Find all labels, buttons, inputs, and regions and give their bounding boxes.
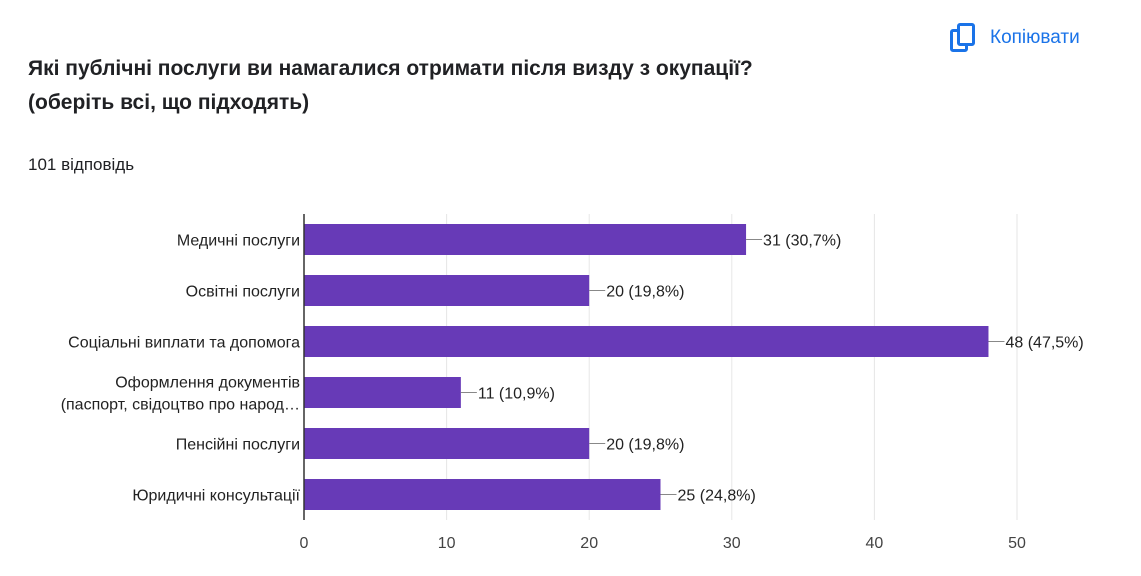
value-label: 11 (10,9%) [478,386,555,403]
value-label: 31 (30,7%) [763,233,841,250]
x-tick-label: 0 [300,535,309,552]
bar [304,275,590,306]
title-line-2: (оберіть всі, що підходять) [28,91,310,114]
copy-button[interactable]: Копіювати [944,18,1086,58]
x-tick-label: 40 [866,535,884,552]
value-label: 20 (19,8%) [606,284,684,301]
value-label: 48 (47,5%) [1005,335,1083,352]
x-tick-label: 10 [438,535,456,552]
copy-label: Копіювати [990,27,1080,48]
category-label: (паспорт, свідоцтво про народ… [61,397,300,414]
category-label: Пенсійні послуги [176,437,300,454]
x-tick-label: 50 [1008,535,1026,552]
chart-title: Які публічні послуги ви намагалися отрим… [28,52,908,120]
value-label: 20 (19,8%) [606,437,684,454]
bar [304,377,461,408]
category-label: Юридичні консультації [132,488,300,505]
response-count: 101 відповідь [28,155,135,174]
category-label: Медичні послуги [177,233,300,250]
bar [304,428,590,459]
copy-icon [950,23,976,53]
x-tick-label: 30 [723,535,741,552]
value-label: 25 (24,8%) [678,488,756,505]
title-line-1: Які публічні послуги ви намагалися отрим… [28,57,753,80]
category-label: Оформлення документів [115,375,300,392]
category-label: Освітні послуги [186,284,300,301]
bar [304,326,989,357]
bar [304,224,747,255]
x-tick-label: 20 [580,535,598,552]
category-label: Соціальні виплати та допомога [68,335,300,352]
bar [304,479,661,510]
